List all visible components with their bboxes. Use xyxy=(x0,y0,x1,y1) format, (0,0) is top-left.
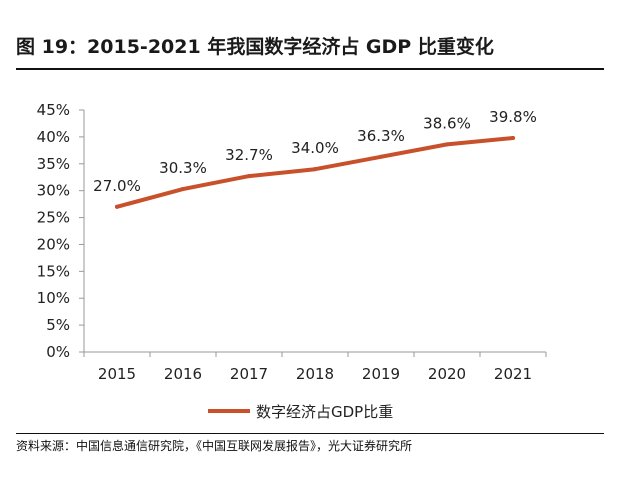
data-label: 30.3% xyxy=(159,159,207,177)
y-tick-label: 35% xyxy=(37,155,70,173)
data-label: 32.7% xyxy=(225,146,273,164)
x-tick-label: 2015 xyxy=(98,365,136,383)
data-point xyxy=(445,142,449,147)
data-point xyxy=(511,135,515,140)
data-point xyxy=(181,187,185,192)
x-tick-label: 2016 xyxy=(164,365,202,383)
y-axis-ticks: 0% 5% 10% 15% 20% 25% 30% 35% 40% 45% xyxy=(37,101,84,361)
data-point xyxy=(247,174,251,179)
data-labels: 27.0% 30.3% 32.7% 34.0% 36.3% 38.6% 39.8% xyxy=(93,108,537,195)
data-label: 39.8% xyxy=(489,108,537,126)
data-point xyxy=(115,204,119,209)
x-tick-label: 2019 xyxy=(362,365,400,383)
y-tick-label: 20% xyxy=(37,235,70,253)
y-tick-label: 5% xyxy=(46,316,70,334)
chart-title: 图 19：2015-2021 年我国数字经济占 GDP 比重变化 xyxy=(16,36,494,58)
title-rule xyxy=(16,68,604,70)
axes xyxy=(83,110,546,353)
data-point xyxy=(313,167,317,172)
data-label: 27.0% xyxy=(93,177,141,195)
y-tick-label: 15% xyxy=(37,262,70,280)
y-tick-label: 30% xyxy=(37,182,70,200)
x-tick-label: 2018 xyxy=(296,365,334,383)
y-tick-label: 40% xyxy=(37,128,70,146)
x-tick-label: 2020 xyxy=(428,365,466,383)
data-point xyxy=(379,154,383,159)
legend-label: 数字经济占GDP比重 xyxy=(256,403,393,421)
y-tick-label: 0% xyxy=(46,343,70,361)
x-axis-ticks: 2015 2016 2017 2018 2019 2020 2021 xyxy=(83,352,547,383)
y-tick-label: 10% xyxy=(37,289,70,307)
series-group xyxy=(115,135,515,209)
x-tick-label: 2017 xyxy=(230,365,268,383)
source-rule xyxy=(16,433,604,434)
data-label: 34.0% xyxy=(291,139,339,157)
data-label: 36.3% xyxy=(357,127,405,145)
data-label: 38.6% xyxy=(423,114,471,132)
source-note: 资料来源：中国信息通信研究院，《中国互联网发展报告》，光大证券研究所 xyxy=(16,439,413,453)
legend: 数字经济占GDP比重 xyxy=(208,403,393,421)
line-chart: 0%5%10%15%20%25%30%35%40%45% 2015 2016 201… xyxy=(37,101,547,421)
x-tick-label: 2021 xyxy=(494,365,532,383)
y-tick-label: 25% xyxy=(37,209,70,227)
y-tick-label: 45% xyxy=(37,101,70,119)
